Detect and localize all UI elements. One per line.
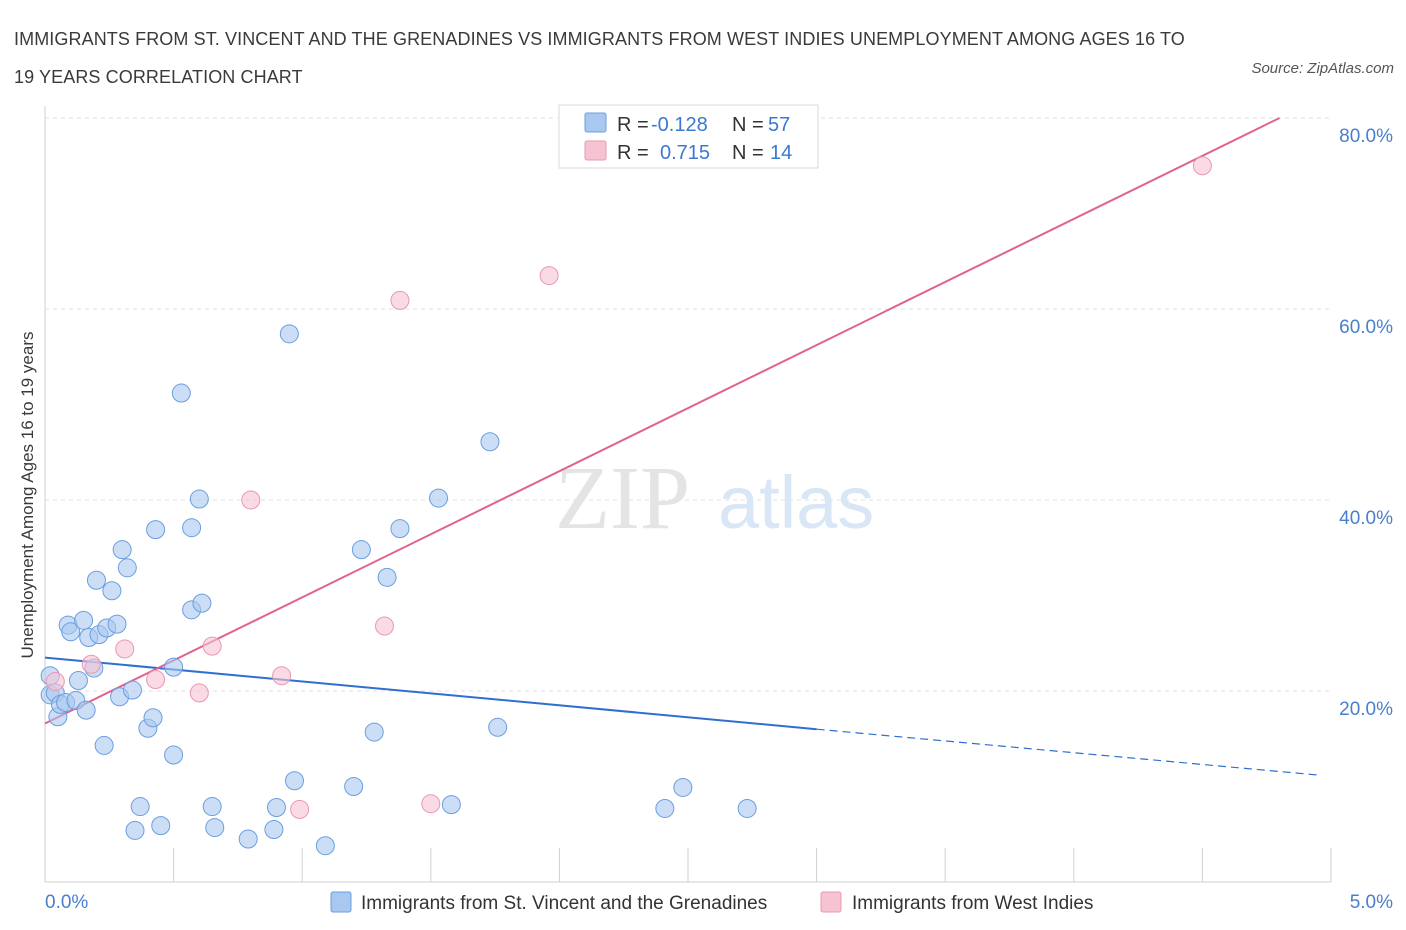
legend-r-value-west-indies: 0.715 xyxy=(660,142,710,164)
data-point-st-vincent xyxy=(102,581,122,601)
data-point-west-indies xyxy=(45,671,65,691)
data-point-west-indies xyxy=(421,794,441,814)
data-point-st-vincent xyxy=(673,777,693,797)
data-point-west-indies xyxy=(539,266,559,286)
data-point-west-indies xyxy=(202,636,222,656)
data-point-st-vincent xyxy=(86,570,106,590)
data-point-st-vincent xyxy=(182,518,202,538)
data-point-st-vincent xyxy=(238,829,258,849)
data-point-st-vincent xyxy=(364,722,384,742)
series-legend: Immigrants from St. Vincent and the Gren… xyxy=(330,891,1093,914)
data-point-st-vincent xyxy=(205,818,225,838)
source-label: Source: ZipAtlas.com xyxy=(1251,60,1394,77)
legend-swatch-st-vincent xyxy=(584,112,607,133)
legend-n-value-west-indies: 14 xyxy=(770,142,792,164)
data-point-west-indies xyxy=(81,654,101,674)
trend-lines xyxy=(44,117,1319,776)
y-tick-label: 40.0% xyxy=(1339,508,1393,529)
data-point-st-vincent xyxy=(202,797,222,817)
data-point-st-vincent xyxy=(480,432,500,452)
data-point-west-indies xyxy=(189,683,209,703)
data-point-st-vincent xyxy=(112,540,132,560)
watermark-zip: ZIP xyxy=(555,449,690,548)
data-point-st-vincent xyxy=(164,657,184,677)
data-point-st-vincent xyxy=(171,383,191,403)
data-point-st-vincent xyxy=(737,798,757,818)
data-point-st-vincent xyxy=(441,795,461,815)
legend-r-label-st-vincent: R = xyxy=(617,114,649,136)
data-point-west-indies xyxy=(115,639,135,659)
data-point-st-vincent xyxy=(146,520,166,540)
data-point-st-vincent xyxy=(377,567,397,587)
y-axis-label: Unemployment Among Ages 16 to 19 years xyxy=(18,332,37,659)
data-point-st-vincent xyxy=(284,771,304,791)
data-point-st-vincent xyxy=(488,717,508,737)
series-legend-label-west-indies: Immigrants from West Indies xyxy=(852,893,1093,914)
data-point-west-indies xyxy=(146,670,166,690)
trend-line-st-vincent-extension xyxy=(816,728,1319,776)
data-point-west-indies xyxy=(241,490,261,510)
points-st-vincent xyxy=(40,324,757,856)
data-point-st-vincent xyxy=(117,558,137,578)
legend-n-label-west-indies: N = xyxy=(732,142,764,164)
data-point-st-vincent xyxy=(125,820,145,840)
data-point-st-vincent xyxy=(189,489,209,509)
correlation-legend: R = -0.128 N = 57 R = 0.715 N = 14 xyxy=(558,104,819,169)
x-tick-labels: 0.0% 5.0% xyxy=(45,892,1393,913)
axes xyxy=(44,106,1332,883)
x-tick-label-max: 5.0% xyxy=(1350,892,1393,913)
data-point-st-vincent xyxy=(351,540,371,560)
y-tick-label: 80.0% xyxy=(1339,126,1393,147)
data-point-st-vincent xyxy=(143,708,163,728)
data-point-st-vincent xyxy=(76,700,96,720)
data-point-st-vincent xyxy=(94,735,114,755)
data-point-st-vincent xyxy=(279,324,299,344)
data-point-west-indies xyxy=(272,666,292,686)
legend-r-label-west-indies: R = xyxy=(617,142,649,164)
series-legend-swatch-west-indies xyxy=(820,891,842,913)
data-point-st-vincent xyxy=(122,680,142,700)
series-legend-label-st-vincent: Immigrants from St. Vincent and the Gren… xyxy=(361,893,767,914)
grid-lines xyxy=(45,117,1331,692)
data-point-west-indies xyxy=(290,799,310,819)
data-point-st-vincent xyxy=(130,797,150,817)
data-point-st-vincent xyxy=(655,798,675,818)
watermark-atlas: atlas xyxy=(718,461,874,544)
data-point-st-vincent xyxy=(107,614,127,634)
data-point-st-vincent xyxy=(266,798,286,818)
data-point-west-indies xyxy=(390,290,410,310)
legend-r-value-st-vincent: -0.128 xyxy=(651,114,708,136)
data-point-st-vincent xyxy=(164,745,184,765)
legend-n-label-st-vincent: N = xyxy=(732,114,764,136)
x-tick-label-min: 0.0% xyxy=(45,892,88,913)
y-tick-labels: 20.0% 40.0% 60.0% 80.0% xyxy=(1339,126,1393,720)
data-point-st-vincent xyxy=(264,819,284,839)
data-point-st-vincent xyxy=(68,670,88,690)
data-point-st-vincent xyxy=(344,777,364,796)
legend-n-value-st-vincent: 57 xyxy=(768,114,790,136)
data-point-st-vincent xyxy=(429,488,449,508)
data-point-west-indies xyxy=(1192,156,1212,176)
series-legend-swatch-st-vincent xyxy=(330,891,352,913)
data-point-st-vincent xyxy=(315,836,335,856)
data-point-st-vincent xyxy=(61,622,81,642)
data-point-st-vincent xyxy=(74,610,94,630)
data-point-st-vincent xyxy=(390,519,410,539)
trend-line-west-indies xyxy=(44,117,1281,725)
data-point-west-indies xyxy=(375,616,395,636)
points-west-indies xyxy=(45,156,1212,819)
chart-title: IMMIGRANTS FROM ST. VINCENT AND THE GREN… xyxy=(14,29,1185,87)
data-point-st-vincent xyxy=(192,593,212,613)
data-point-st-vincent xyxy=(151,816,171,836)
y-tick-label: 60.0% xyxy=(1339,317,1393,338)
watermark: ZIP atlas xyxy=(555,449,874,548)
legend-swatch-west-indies xyxy=(584,140,607,161)
y-tick-label: 20.0% xyxy=(1339,699,1393,720)
